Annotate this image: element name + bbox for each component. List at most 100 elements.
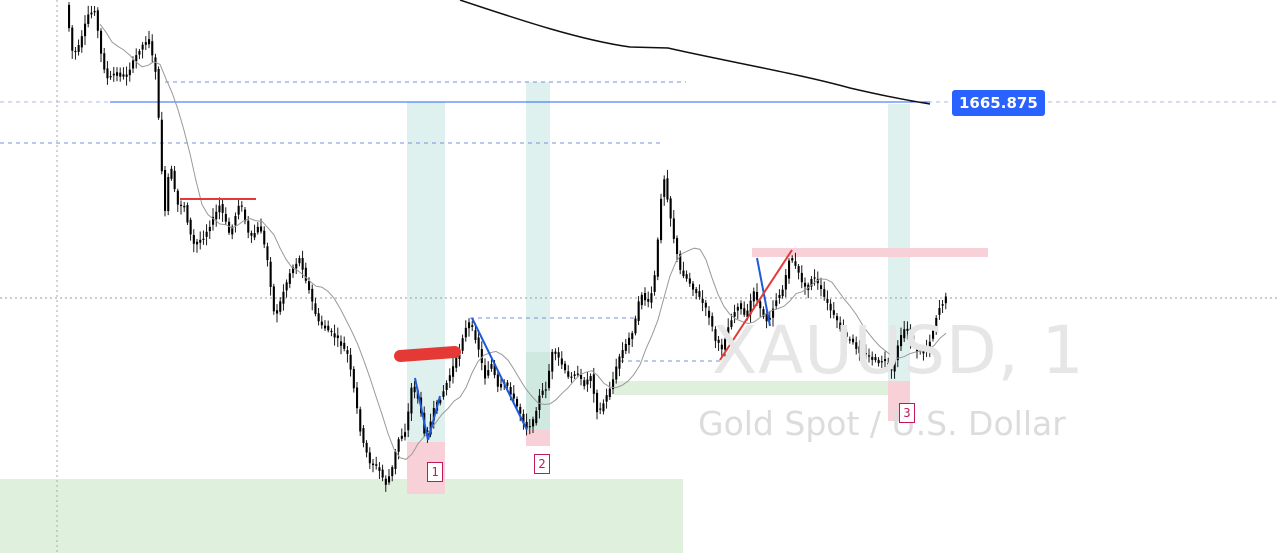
candle-body-271 <box>935 317 938 331</box>
candle-body-213 <box>749 300 752 315</box>
price-label-badge[interactable]: 1665.875 <box>952 90 1045 116</box>
candle-body-70 <box>292 267 295 274</box>
candle-body-233 <box>813 277 816 279</box>
candle-body-148 <box>541 390 544 395</box>
target-column-2-fill <box>526 352 550 430</box>
candle-body-257 <box>890 369 893 371</box>
candle-body-265 <box>916 348 919 353</box>
candle-body-98 <box>381 469 384 478</box>
candle-body-163 <box>589 376 592 382</box>
candle-body-114 <box>432 408 435 421</box>
candle-body-203 <box>717 339 720 343</box>
candle-body-190 <box>676 238 679 254</box>
candle-body-266 <box>919 349 922 351</box>
candle-body-25 <box>148 39 151 45</box>
candle-body-258 <box>893 356 896 372</box>
candle-body-75 <box>308 280 311 291</box>
candle-body-83 <box>333 333 336 338</box>
candle-body-143 <box>525 421 528 429</box>
candle-body-24 <box>144 42 147 45</box>
candle-body-90 <box>356 387 359 409</box>
candle-body-68 <box>285 282 288 291</box>
candle-body-13 <box>109 76 112 78</box>
candle-body-9 <box>96 10 99 31</box>
candle-body-253 <box>877 359 880 364</box>
candle-body-169 <box>608 388 611 398</box>
candle-body-138 <box>509 387 512 395</box>
candle-body-140 <box>516 398 519 407</box>
candle-body-103 <box>397 439 400 452</box>
candle-body-119 <box>448 375 451 382</box>
candle-body-30 <box>164 169 167 212</box>
target-column-1 <box>407 102 445 442</box>
candle-body-6 <box>87 14 90 24</box>
candle-body-179 <box>640 294 643 306</box>
candle-body-124 <box>464 327 467 338</box>
trade-marker-2[interactable]: 2 <box>534 454 550 474</box>
candle-body-106 <box>407 411 410 431</box>
candle-body-33 <box>173 170 176 190</box>
candle-body-105 <box>404 432 407 437</box>
red-highlight-stroke <box>394 346 461 362</box>
candle-body-58 <box>253 233 256 238</box>
candle-body-240 <box>836 316 839 321</box>
candle-body-32 <box>170 168 173 179</box>
candle-body-262 <box>906 328 909 331</box>
supply-zone <box>752 248 988 257</box>
candle-body-261 <box>903 329 906 339</box>
candle-body-96 <box>375 464 378 466</box>
candle-body-4 <box>80 36 83 48</box>
candle-body-8 <box>93 11 96 13</box>
candle-body-55 <box>244 209 247 222</box>
candle-body-139 <box>512 393 515 399</box>
stop-zone-2 <box>526 430 550 446</box>
candle-body-260 <box>900 335 903 347</box>
candle-body-273 <box>941 304 944 306</box>
candle-body-62 <box>266 246 269 261</box>
candle-body-182 <box>650 293 653 303</box>
candle-body-223 <box>781 289 784 297</box>
candle-body-82 <box>330 330 333 333</box>
candle-body-177 <box>634 318 637 334</box>
candle-body-1 <box>71 27 74 51</box>
candle-body-129 <box>480 349 483 364</box>
candle-body-15 <box>116 72 119 76</box>
candle-body-48 <box>221 204 224 213</box>
candle-body-57 <box>250 232 253 236</box>
trade-marker-1[interactable]: 1 <box>427 462 443 482</box>
candle-body-51 <box>231 226 234 235</box>
candle-body-187 <box>666 178 669 200</box>
candle-body-95 <box>372 463 375 466</box>
candle-body-77 <box>314 303 317 314</box>
candle-body-201 <box>711 316 714 327</box>
candle-body-92 <box>362 428 365 443</box>
trade-marker-3[interactable]: 3 <box>899 403 915 423</box>
candle-body-196 <box>695 289 698 294</box>
candle-body-74 <box>304 267 307 281</box>
candle-body-157 <box>570 376 573 378</box>
candle-body-40 <box>196 241 199 245</box>
candle-body-10 <box>100 30 103 54</box>
candle-body-141 <box>519 406 522 414</box>
candle-body-164 <box>592 374 595 394</box>
candle-body-207 <box>730 320 733 328</box>
candle-body-191 <box>679 253 682 270</box>
candle-body-217 <box>762 309 765 317</box>
candle-body-78 <box>317 313 320 322</box>
candle-body-86 <box>343 342 346 349</box>
candle-body-194 <box>688 278 691 284</box>
candle-body-168 <box>605 395 608 402</box>
candle-body-126 <box>471 325 474 327</box>
candle-body-149 <box>544 389 547 391</box>
candle-body-204 <box>720 344 723 350</box>
candle-body-159 <box>576 373 579 375</box>
candle-body-183 <box>653 275 656 292</box>
candle-body-49 <box>224 214 227 222</box>
candle-body-85 <box>340 341 343 346</box>
candle-body-36 <box>183 205 186 208</box>
candle-body-166 <box>599 408 602 410</box>
blue-leg-3 <box>471 317 528 431</box>
blue-leg-2 <box>427 395 441 441</box>
